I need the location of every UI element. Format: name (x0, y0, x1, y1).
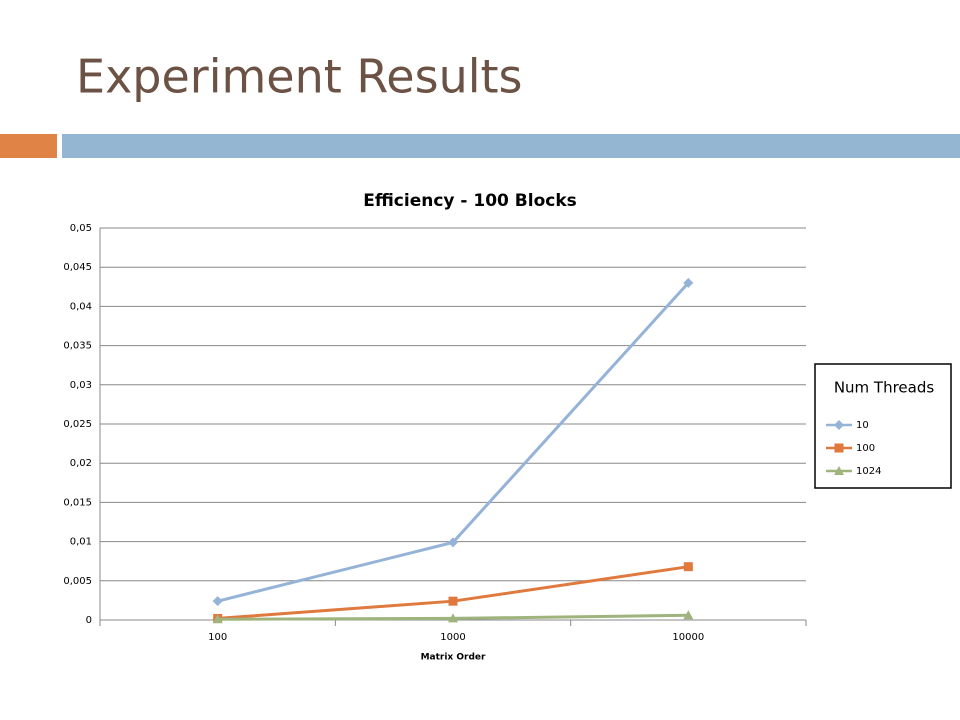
y-tick-label: 0,04 (70, 301, 92, 312)
y-tick-label: 0,025 (63, 419, 92, 430)
chart-title: Efficiency - 100 Blocks (363, 191, 577, 211)
marker (448, 613, 458, 623)
accent-bar (0, 134, 57, 158)
y-tick-label: 0,05 (70, 223, 92, 234)
series-line (217, 281, 690, 603)
x-tick-label: 10000 (672, 632, 704, 643)
y-tick-label: 0 (86, 615, 92, 626)
y-tick-label: 0,045 (63, 262, 92, 273)
legend-label: 1024 (856, 466, 881, 477)
x-tick-label: 1000 (440, 632, 465, 643)
y-tick-label: 0,035 (63, 341, 92, 352)
marker (212, 596, 223, 607)
legend-marker (834, 420, 844, 430)
y-tick-label: 0,005 (63, 576, 92, 587)
legend-label: 10 (856, 420, 869, 431)
y-tick-label: 0,03 (70, 380, 92, 391)
legend-title: Num Threads (834, 379, 935, 397)
marker (683, 277, 694, 288)
legend-marker (834, 466, 844, 475)
marker (448, 537, 458, 548)
x-axis-label: Matrix Order (421, 653, 486, 663)
legend-marker (834, 443, 844, 453)
marker (212, 614, 223, 624)
marker (683, 610, 694, 620)
marker (683, 562, 693, 572)
legend-label: 100 (856, 443, 875, 454)
marker (448, 596, 458, 606)
series-line (217, 565, 689, 620)
y-tick-label: 0,02 (70, 458, 92, 469)
y-tick-label: 0,015 (63, 497, 92, 508)
header-bar (62, 134, 960, 158)
y-tick-label: 0,01 (70, 537, 92, 548)
x-tick-label: 100 (208, 632, 227, 643)
slide-title: Experiment Results (76, 50, 523, 104)
